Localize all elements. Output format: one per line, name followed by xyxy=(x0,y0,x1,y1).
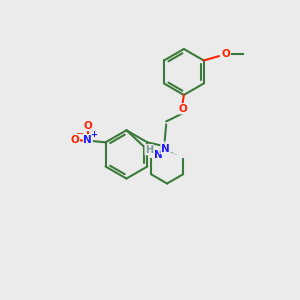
Text: N: N xyxy=(161,144,170,154)
Text: H: H xyxy=(145,145,153,155)
Text: O: O xyxy=(178,104,187,114)
Text: O: O xyxy=(221,49,230,59)
Text: O: O xyxy=(83,121,92,130)
Text: N: N xyxy=(161,144,170,154)
Text: O: O xyxy=(70,135,79,145)
Text: +: + xyxy=(90,130,97,139)
Text: −: − xyxy=(76,129,84,140)
Text: N: N xyxy=(83,135,92,145)
Text: N: N xyxy=(154,150,162,160)
